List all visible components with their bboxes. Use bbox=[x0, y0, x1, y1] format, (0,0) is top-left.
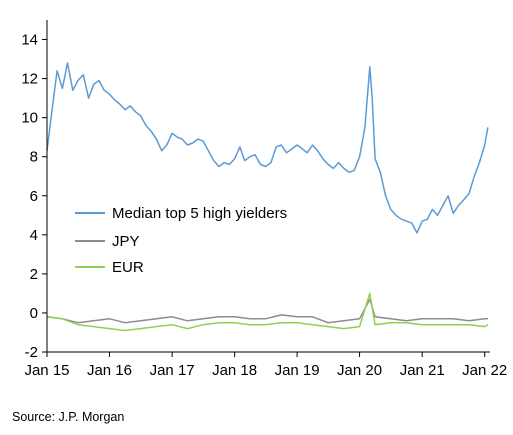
series-line-eur bbox=[46, 292, 489, 332]
legend: Median top 5 high yielders JPY EUR bbox=[75, 205, 287, 276]
y-tick-label: 0 bbox=[30, 305, 38, 322]
y-tick-label: 8 bbox=[30, 149, 38, 166]
legend-label-median: Median top 5 high yielders bbox=[112, 205, 287, 222]
y-tick-label: 12 bbox=[21, 71, 38, 88]
y-tick-label: 14 bbox=[21, 32, 38, 49]
y-tick-label: 4 bbox=[30, 227, 38, 244]
x-tick-label: Jan 17 bbox=[150, 362, 195, 379]
series-layer bbox=[46, 62, 489, 332]
x-tick-label: Jan 15 bbox=[24, 362, 69, 379]
x-tick-label: Jan 16 bbox=[87, 362, 132, 379]
x-tick-label: Jan 19 bbox=[275, 362, 320, 379]
series-line-median-top-5-high-yielders bbox=[46, 62, 489, 234]
y-tick-label: -2 bbox=[25, 344, 38, 361]
x-tick-label: Jan 21 bbox=[400, 362, 445, 379]
legend-label-jpy: JPY bbox=[112, 233, 140, 250]
series-line-jpy bbox=[46, 298, 488, 324]
x-tick-label: Jan 22 bbox=[462, 362, 507, 379]
x-tick-label: Jan 20 bbox=[337, 362, 382, 379]
y-tick-label: 10 bbox=[21, 110, 38, 127]
y-tick-label: 2 bbox=[30, 266, 38, 283]
y-tick-label: 6 bbox=[30, 188, 38, 205]
axes-layer bbox=[46, 20, 490, 353]
legend-label-eur: EUR bbox=[112, 259, 144, 276]
source-note: Source: J.P. Morgan bbox=[12, 410, 125, 424]
x-tick-label: Jan 18 bbox=[212, 362, 257, 379]
